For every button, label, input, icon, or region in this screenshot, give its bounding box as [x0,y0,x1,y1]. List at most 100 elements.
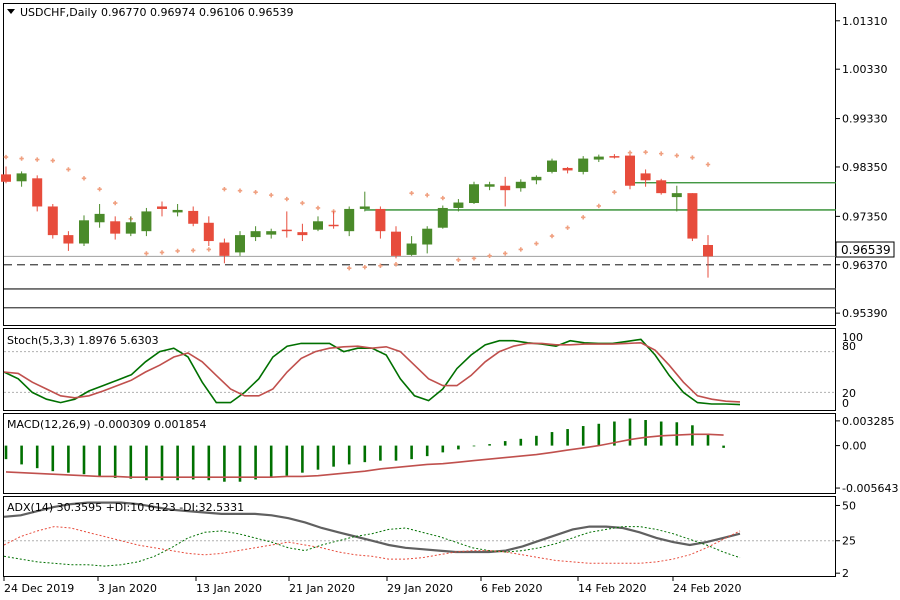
bullish-candle [172,209,183,213]
sar-dot [3,154,9,160]
macd-title: MACD(12,26,9) -0.000309 0.001854 [7,418,206,431]
bearish-candle [391,231,401,256]
bullish-candle [141,211,152,232]
sar-dot [35,157,40,162]
bullish-candle [406,243,417,255]
sar-dot [518,247,523,252]
bullish-candle [422,228,433,245]
adx-pane[interactable] [3,496,836,577]
sar-dot [347,266,352,271]
sar-dot [674,153,679,158]
price-tick-label: 0.97350 [842,210,888,223]
bearish-candle [625,155,635,186]
sar-dot [596,203,601,209]
price-tick-label: 1.01310 [842,15,888,28]
time-tick-label: 24 Feb 2020 [673,582,741,595]
bullish-candle [16,173,27,182]
sar-dot [19,156,24,161]
bearish-candle [1,174,11,182]
bearish-candle [281,229,292,232]
sar-dot [97,186,102,192]
sar-dot [627,150,633,155]
sar-dot [269,192,274,198]
price-tick-label: 1.00330 [842,63,888,76]
stochastic-tick-label: 20 [842,387,856,400]
sar-dot [113,200,118,206]
bullish-candle [344,208,355,232]
ohlc-values: 0.96770 0.96974 0.96106 0.96539 [101,6,293,19]
sar-dot [362,265,367,270]
sar-dot [534,241,539,246]
bearish-candle [32,178,43,207]
stochastic-lines [3,338,741,406]
bearish-candle [157,206,167,209]
bullish-candle [235,235,245,253]
adx-lines [3,501,741,567]
bullish-candle [359,206,370,209]
sar-dot [378,263,383,268]
bullish-candle [515,181,526,189]
macd-signal-line [5,433,724,479]
bullish-candle [94,213,105,223]
sar-dot [565,225,570,230]
sar-dot [549,233,555,239]
macd-pane[interactable] [3,413,836,494]
sar-dot [206,247,211,252]
sar-dot [471,256,477,261]
bearish-candle [188,210,199,224]
bearish-candle [328,224,339,227]
price-pane[interactable] [3,3,836,326]
bullish-candle [125,222,136,234]
bullish-candle [469,184,479,204]
support-resistance-lines [4,182,836,309]
bearish-candle [203,222,214,242]
bullish-candle [484,184,495,187]
sar-dot [409,190,414,196]
bullish-candle [250,231,261,238]
sar-dot [284,196,289,202]
symbol-dropdown-icon[interactable] [7,9,15,14]
sar-dot [393,262,399,267]
time-tick-label: 24 Dec 2019 [4,582,74,595]
bearish-candle [375,208,386,232]
last-price-label: 0.96539 [841,243,891,257]
parabolic-sar-dots [3,149,711,271]
stochastic-signal-line [3,341,741,403]
bullish-candle [578,158,589,172]
stochastic-title: Stoch(5,3,3) 1.8976 5.6303 [7,334,159,347]
adx-tick-label: 2 [842,567,849,580]
sar-dot [705,162,711,167]
bearish-candle [63,235,74,244]
sar-dot [159,250,165,255]
sar-dot [659,151,664,156]
sar-dot [81,176,87,181]
sar-dot [222,186,227,192]
stochastic-tick-label: 80 [842,340,856,353]
sar-dot [300,200,305,206]
bearish-candle [640,173,651,181]
bullish-candle [437,207,448,228]
time-tick-label: 14 Feb 2020 [578,582,646,595]
bullish-candle [547,160,557,172]
bearish-candle [219,242,230,256]
stochastic-pane[interactable] [3,328,836,411]
sar-dot [191,248,196,253]
bearish-candle [500,185,511,191]
candlesticks [1,154,713,278]
macd-tick-label: 0.003285 [842,415,895,428]
bullish-candle [531,176,542,181]
bearish-candle [47,206,58,236]
bearish-candle [656,180,667,194]
time-tick-label: 13 Jan 2020 [196,582,262,595]
adx-tick-label: 50 [842,499,856,512]
bullish-candle [313,221,323,230]
adx-title: ADX(14) 30.3595 +DI:10.6123 -DI:32.5331 [7,501,244,514]
time-tick-label: 21 Jan 2020 [289,582,355,595]
sar-dot [612,189,617,195]
bullish-candle [671,193,682,198]
sar-dot [50,158,55,163]
stochastic-tick-label: 0 [842,397,849,410]
